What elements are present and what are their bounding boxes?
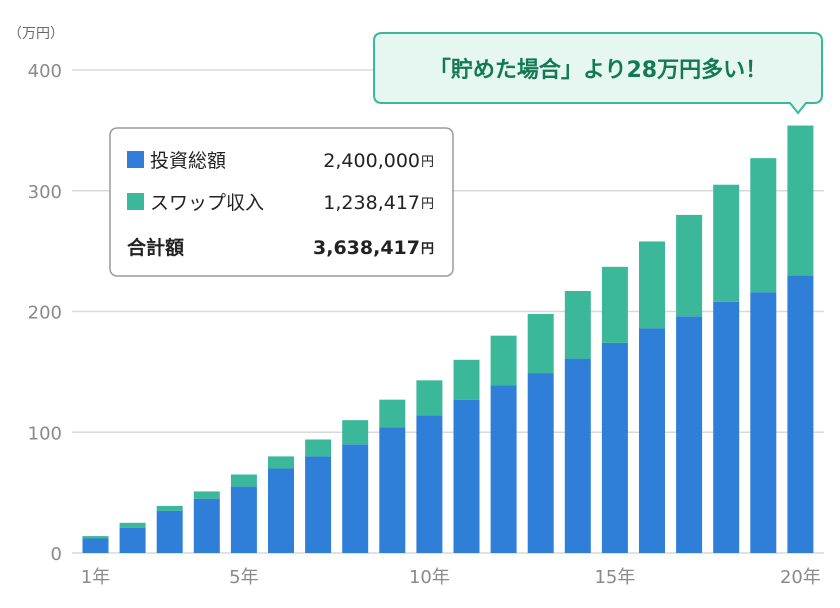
bar-swap (639, 241, 665, 329)
y-axis-unit-label: （万円） (8, 26, 64, 42)
bar-swap (119, 522, 146, 528)
bar-swap (676, 214, 703, 317)
bar-investment (416, 415, 443, 553)
legend-unit-investment: 円 (421, 155, 434, 170)
y-tick-label: 100 (28, 423, 62, 444)
bar-investment (379, 427, 406, 553)
bar-investment (601, 342, 628, 553)
x-tick-label: 20年 (780, 567, 821, 588)
bar-swap (787, 125, 814, 276)
y-tick-label: 200 (28, 303, 62, 324)
legend-unit-total: 円 (421, 242, 434, 257)
y-tick-label: 400 (28, 61, 62, 82)
bar-swap (601, 266, 628, 343)
bar-investment (453, 399, 480, 553)
legend-value-swap: 1,238,417 (323, 192, 420, 214)
x-tick-label: 5年 (229, 567, 258, 588)
bar-investment (268, 468, 294, 553)
bar-swap (268, 456, 294, 469)
bar-investment (564, 358, 591, 553)
y-axis-ticks: 0 100 200 300 400 (28, 61, 62, 565)
bar-swap (564, 290, 591, 359)
bar-swap (416, 380, 443, 416)
bar-swap (379, 399, 406, 428)
bar-investment (82, 538, 109, 553)
bar-investment (713, 301, 740, 553)
bar-investment (342, 444, 369, 553)
legend-value-investment: 2,400,000 (323, 150, 420, 172)
legend-label-total: 合計額 (127, 236, 184, 259)
bar-investment (639, 328, 665, 553)
annotation-callout: 「貯めた場合」より28万円多い！ (373, 32, 823, 115)
bar-swap (527, 313, 554, 374)
legend-frame (109, 127, 454, 277)
callout-text: 「貯めた場合」より28万円多い！ (429, 57, 767, 83)
legend-swatch-investment (127, 151, 144, 168)
x-tick-label: 1年 (81, 567, 110, 588)
bar-swap (342, 420, 369, 445)
bar-investment (750, 292, 777, 553)
bar-swap (230, 474, 257, 487)
legend-unit-swap: 円 (421, 197, 434, 212)
bar-swap (193, 491, 220, 499)
bar-swap (490, 335, 517, 386)
legend-box: 投資総額 2,400,000 円 スワップ収入 1,238,417 円 合計額 … (109, 127, 454, 277)
bar-swap (156, 505, 183, 511)
x-axis-ticks: 1年 5年 10年 15年 20年 (81, 567, 821, 588)
x-tick-label: 10年 (409, 567, 450, 588)
bar-investment (305, 456, 332, 553)
bar-swap (750, 158, 777, 293)
bar-investment (676, 316, 703, 553)
y-tick-label: 300 (28, 182, 62, 203)
bar-investment (156, 510, 183, 553)
bar-swap (82, 536, 109, 539)
x-tick-label: 15年 (594, 567, 635, 588)
bar-investment (119, 527, 146, 553)
callout-bubble (373, 32, 823, 115)
legend-value-total: 3,638,417 (313, 237, 420, 259)
bar-swap (713, 184, 740, 302)
bar-investment (787, 275, 814, 553)
legend-swatch-swap (127, 193, 144, 210)
bar-investment (527, 373, 554, 553)
bar-investment (490, 385, 517, 553)
bar-swap (453, 359, 480, 400)
bar-swap (305, 439, 332, 457)
bar-investment (230, 486, 257, 553)
bar-investment (193, 498, 220, 553)
bars (82, 125, 814, 553)
legend-label-investment: 投資総額 (150, 150, 226, 172)
legend-label-swap: スワップ収入 (150, 192, 264, 214)
y-tick-label: 0 (51, 544, 62, 565)
